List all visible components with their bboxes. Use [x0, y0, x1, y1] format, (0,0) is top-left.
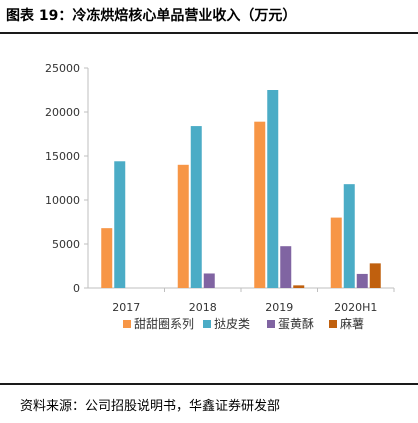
bar-3-2	[267, 90, 279, 288]
axis-layer: 0 5000 10000 15000 20000 25000 2017 2018 2019 202…	[45, 62, 395, 314]
bar-4-4	[369, 263, 381, 288]
bar-4-2	[343, 184, 355, 288]
legend-swatch	[123, 320, 131, 328]
x-tick-label: 2020H1	[334, 301, 377, 314]
legend-label: 麻薯	[340, 316, 364, 331]
bar-layer	[101, 90, 381, 289]
bar-3-3	[280, 246, 292, 288]
legend: 甜甜圈系列 挞皮类 蛋黄酥 麻薯	[123, 316, 364, 331]
bar-chart: 0 5000 10000 15000 20000 25000 2017 2018 2019 202…	[45, 62, 395, 331]
x-tick-label: 2017	[112, 301, 140, 314]
x-tick-label: 2018	[189, 301, 217, 314]
legend-swatch	[267, 320, 275, 328]
y-tick-label: 20000	[45, 106, 80, 119]
bar-3-1	[254, 121, 266, 289]
figure-title: 图表 19：冷冻烘焙核心单品营业收入（万元）	[6, 8, 297, 24]
top-divider	[0, 32, 418, 34]
source-note: 资料来源：公司招股说明书，华鑫证券研发部	[20, 399, 281, 414]
bar-4-1	[330, 217, 342, 288]
legend-label: 蛋黄酥	[278, 317, 314, 331]
bottom-divider	[0, 383, 418, 385]
bar-4-3	[356, 273, 368, 288]
y-tick-label: 10000	[45, 194, 80, 207]
y-tick-label: 25000	[45, 62, 80, 75]
legend-label: 挞皮类	[214, 317, 250, 331]
legend-swatch	[203, 320, 211, 328]
legend-swatch	[329, 320, 337, 328]
bar-1-1	[101, 228, 113, 288]
bar-2-2	[190, 126, 202, 288]
legend-label: 甜甜圈系列	[134, 317, 194, 331]
bar-1-2	[114, 161, 126, 288]
x-tick-label: 2019	[265, 301, 293, 314]
bar-3-4	[293, 285, 305, 288]
y-tick-label: 15000	[45, 150, 80, 163]
bar-2-3	[203, 273, 215, 288]
bar-2-1	[177, 164, 189, 288]
y-tick-label: 5000	[52, 238, 80, 251]
y-tick-label: 0	[73, 282, 80, 295]
